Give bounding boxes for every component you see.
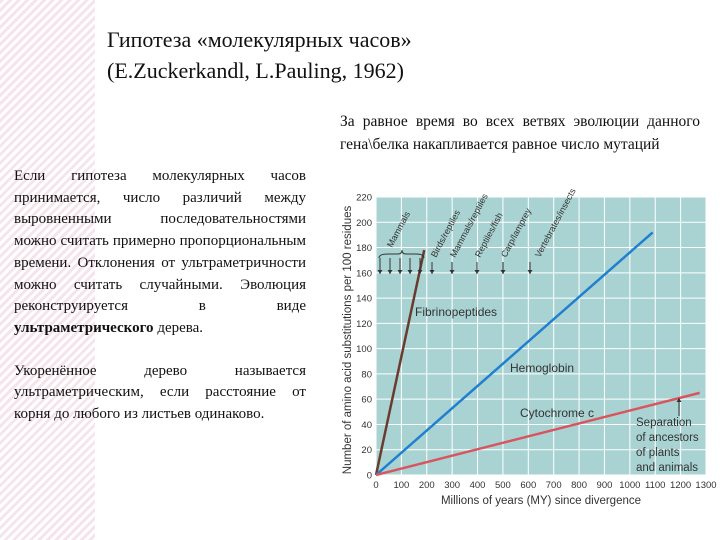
series-line — [375, 391, 700, 477]
y-tick-label: 180 — [356, 243, 372, 254]
annotation: of ancestors — [636, 432, 699, 444]
series-line — [374, 249, 426, 476]
y-tick-label: 140 — [356, 294, 372, 305]
x-tick-label: 1300 — [695, 480, 716, 491]
x-tick-label: 400 — [470, 480, 486, 491]
y-tick-label: 0 — [367, 471, 372, 482]
annotation: and animals — [636, 462, 698, 474]
text: дерева. — [153, 319, 204, 336]
series-line — [375, 231, 654, 476]
y-tick-label: 80 — [361, 369, 372, 380]
x-tick-label: 100 — [393, 480, 409, 491]
x-tick-label: 500 — [495, 480, 511, 491]
plot-area — [376, 197, 706, 475]
arrow-head — [676, 398, 682, 402]
decor — [0, 0, 95, 540]
x-tick-label: 1200 — [670, 480, 691, 491]
y-tick-label: 220 — [356, 193, 372, 204]
arrow-head — [377, 270, 383, 274]
series-label: Cytochrome c — [520, 406, 594, 420]
y-tick-label: 20 — [361, 445, 372, 456]
series-label: Fibrinopeptides — [415, 305, 497, 319]
title: Гипотеза «молекулярных часов» (E.Zuckerk… — [107, 24, 412, 86]
title-line: (E.Zuckerkandl, L.Pauling, 1962) — [107, 58, 404, 83]
arrow-head — [474, 270, 480, 274]
bracket — [378, 249, 425, 259]
annotation: of plants — [636, 447, 680, 459]
x-tick-label: 1100 — [645, 480, 665, 491]
bold-text: ультраметрического — [14, 319, 154, 336]
x-tick-label: 700 — [546, 480, 562, 491]
x-tick-label: 300 — [444, 480, 460, 491]
arrow-head — [417, 270, 423, 274]
arrow-head — [500, 270, 506, 274]
arrow-head — [527, 270, 533, 274]
arrow-head — [449, 270, 455, 274]
x-axis-title: Millions of years (MY) since divergence — [441, 495, 641, 507]
left-text: Если гипотеза молекулярных часов принима… — [14, 166, 306, 447]
text: Если гипотеза молекулярных часов принима… — [14, 168, 306, 315]
y-tick-label: 120 — [356, 319, 372, 330]
x-tick-label: 800 — [571, 480, 587, 491]
paragraph: Укоренённое дерево называется ультраметр… — [14, 362, 306, 423]
y-tick-label: 40 — [361, 420, 372, 431]
x-tick-label: 600 — [520, 480, 536, 491]
paragraph: Если гипотеза молекулярных часов принима… — [14, 166, 306, 340]
arrow-head — [387, 270, 393, 274]
y-tick-label: 200 — [356, 218, 372, 229]
title-line: Гипотеза «молекулярных часов» — [107, 27, 412, 52]
arrow-head — [407, 270, 413, 274]
right-text: За равное время во всех ветвях эволюции … — [340, 113, 700, 153]
y-tick-label: 160 — [356, 268, 372, 279]
x-tick-label: 1000 — [619, 480, 640, 491]
series-label: Hemoglobin — [510, 361, 574, 375]
y-axis-title: Number of amino acid substitutions per 1… — [342, 206, 354, 475]
x-tick-label: 0 — [373, 480, 378, 491]
arrow-head — [429, 270, 435, 274]
y-tick-label: 100 — [356, 344, 372, 355]
x-tick-label: 900 — [597, 480, 613, 491]
arrow-head — [397, 270, 403, 274]
annotation: Separation — [636, 417, 692, 429]
x-tick-label: 200 — [419, 480, 435, 491]
y-tick-label: 60 — [361, 395, 372, 406]
